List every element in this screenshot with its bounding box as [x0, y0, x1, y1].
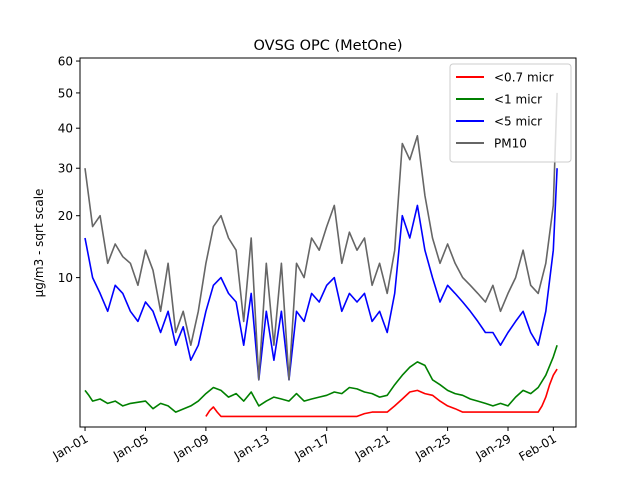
legend-label: PM10	[494, 137, 527, 151]
series-line-3	[84, 168, 558, 381]
chart-title: OVSG OPC (MetOne)	[254, 38, 403, 54]
y-tick-label: 20	[58, 209, 73, 223]
series-layer	[84, 92, 558, 418]
legend-box	[449, 63, 572, 163]
y-axis: 10 20 30 40 50 60	[58, 55, 80, 285]
series-line-4	[84, 92, 558, 381]
series-line-2	[84, 344, 558, 413]
series-line-1	[205, 368, 558, 418]
y-tick-label: 10	[58, 271, 73, 285]
plot-frame	[79, 57, 577, 428]
legend: <0.7 micr <1 micr <5 micr PM10	[449, 63, 572, 163]
y-tick-label: 40	[58, 122, 73, 136]
legend-label: <0.7 micr	[494, 71, 554, 85]
legend-label: <1 micr	[494, 93, 542, 107]
y-tick-label: 30	[58, 162, 73, 176]
y-tick-label: 50	[58, 86, 73, 100]
y-axis-label: µg/m3 - sqrt scale	[32, 189, 46, 298]
y-tick-label: 60	[58, 55, 73, 69]
legend-label: <5 micr	[494, 115, 542, 129]
